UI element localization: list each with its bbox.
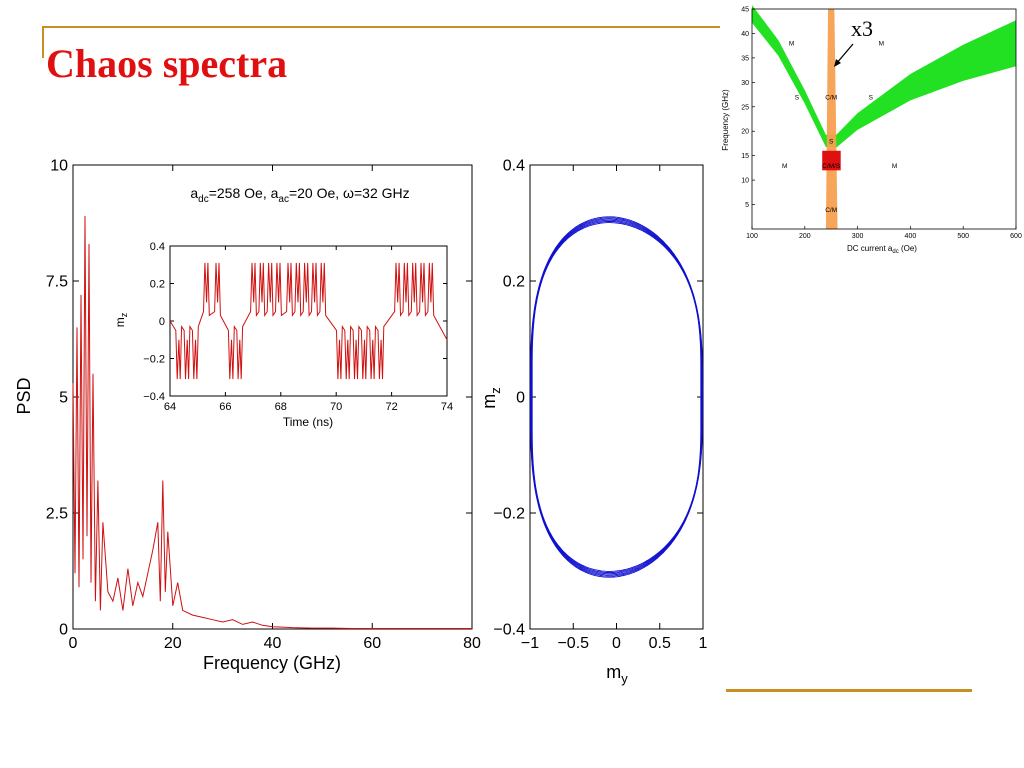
diagram-ytick-label: 45 [741, 7, 749, 14]
diagram-ytick-label: 30 [741, 80, 749, 87]
diagram-region-label: C/M/S [822, 163, 841, 170]
phase-trajectory-loop [530, 218, 703, 576]
psd-ytick-label: 10 [50, 158, 68, 175]
psd-xtick-label: 80 [463, 635, 481, 652]
diagram-xtick-label: 100 [746, 233, 758, 240]
diagram-region-label: C/M [825, 207, 837, 214]
psd-xtick-label: 0 [69, 635, 78, 652]
diagram-annotation: x3 [851, 16, 873, 41]
diagram-xtick-label: 300 [852, 233, 864, 240]
diagram-axes-box [751, 8, 1017, 230]
psd-axes-box [72, 164, 473, 630]
psd-xtick-label: 60 [363, 635, 381, 652]
psd-xtick-label: 20 [164, 635, 182, 652]
diagram-region-cms [822, 150, 841, 171]
title-accent-horizontal [42, 26, 720, 28]
diagram-region-label: M [789, 41, 794, 48]
psd-xtick-label: 40 [264, 635, 282, 652]
phase-xtick-label: −0.5 [557, 635, 589, 652]
diagram-region-label: C/M [825, 95, 837, 102]
diagram-region-label: S [795, 95, 800, 102]
phase-trajectory-loop [531, 219, 702, 575]
inset-xlabel: Time (ns) [283, 415, 333, 429]
inset-xtick-label: 68 [275, 401, 287, 413]
diagram-ytick-label: 10 [741, 178, 749, 185]
diagram-ytick-label: 25 [741, 104, 749, 111]
psd-xlabel: Frequency (GHz) [203, 653, 341, 673]
diagram-xtick-label: 200 [799, 233, 811, 240]
title-accent-vertical [42, 26, 44, 58]
diagram-region-s [752, 5, 1016, 148]
inset-ylabel: mz [113, 312, 129, 327]
diagram-xlabel: DC current adc (Oe) [847, 244, 917, 255]
inset-background [170, 246, 447, 396]
phase-ytick-label: −0.4 [493, 622, 525, 639]
psd-ylabel: PSD [14, 377, 34, 414]
phase-trajectory-loop [531, 222, 702, 572]
phase-xtick-label: 0.5 [649, 635, 671, 652]
phase-axes-box [529, 164, 704, 630]
inset-xtick-label: 72 [385, 401, 397, 413]
diagram-region-label: M [892, 163, 897, 170]
phase-trajectory-loop [529, 216, 704, 578]
diagram-background [752, 9, 1016, 229]
slide-title: Chaos spectra [46, 41, 288, 86]
inset-ytick-label: 0.2 [150, 278, 165, 290]
diagram-ytick-label: 15 [741, 153, 749, 160]
phase-xlabel: my [606, 662, 628, 686]
diagram-region-label: S [829, 139, 834, 146]
psd-annotation: adc=258 Oe, aac=20 Oe, ω=32 GHz [190, 185, 409, 205]
diagram-region-label: M [879, 41, 884, 48]
inset-xtick-label: 74 [441, 401, 453, 413]
phase-ylabel: mz [479, 387, 503, 409]
bottom-accent-line [726, 689, 972, 692]
inset-xtick-label: 64 [164, 401, 176, 413]
phase-trajectory-loop [531, 220, 702, 574]
diagram-region-label: M [782, 163, 787, 170]
diagram-ylabel: Frequency (GHz) [721, 89, 730, 151]
inset-ytick-label: −0.4 [143, 391, 165, 403]
phase-trajectory-loop [530, 217, 703, 577]
phase-ytick-label: 0.4 [503, 158, 525, 175]
phase-ytick-label: 0 [516, 390, 525, 407]
phase-xtick-label: −1 [521, 635, 539, 652]
psd-spectrum-line [72, 215, 472, 629]
diagram-xtick-label: 600 [1010, 233, 1022, 240]
diagram-xtick-label: 500 [957, 233, 969, 240]
inset-ytick-label: −0.2 [143, 353, 165, 365]
inset-ytick-label: 0 [159, 316, 165, 328]
phase-xtick-label: 1 [699, 635, 708, 652]
psd-ytick-label: 2.5 [46, 506, 68, 523]
inset-axes-box [169, 245, 448, 397]
diagram-ytick-label: 5 [745, 202, 749, 209]
psd-ytick-label: 0 [59, 622, 68, 639]
inset-xtick-label: 70 [330, 401, 342, 413]
diagram-arrow [835, 43, 854, 65]
inset-mz-line [169, 262, 448, 380]
diagram-region-cm [825, 9, 838, 229]
diagram-arrowhead [834, 59, 841, 67]
diagram-ytick-label: 20 [741, 129, 749, 136]
diagram-ytick-label: 35 [741, 55, 749, 62]
diagram-xtick-label: 400 [905, 233, 917, 240]
inset-xtick-label: 66 [219, 401, 231, 413]
phase-xtick-label: 0 [612, 635, 621, 652]
psd-ytick-label: 5 [59, 390, 68, 407]
inset-ytick-label: 0.4 [150, 241, 165, 253]
diagram-region-label: S [869, 95, 874, 102]
psd-ytick-label: 7.5 [46, 274, 68, 291]
diagram-ytick-label: 40 [741, 31, 749, 38]
phase-ytick-label: 0.2 [503, 274, 525, 291]
phase-ytick-label: −0.2 [493, 506, 525, 523]
